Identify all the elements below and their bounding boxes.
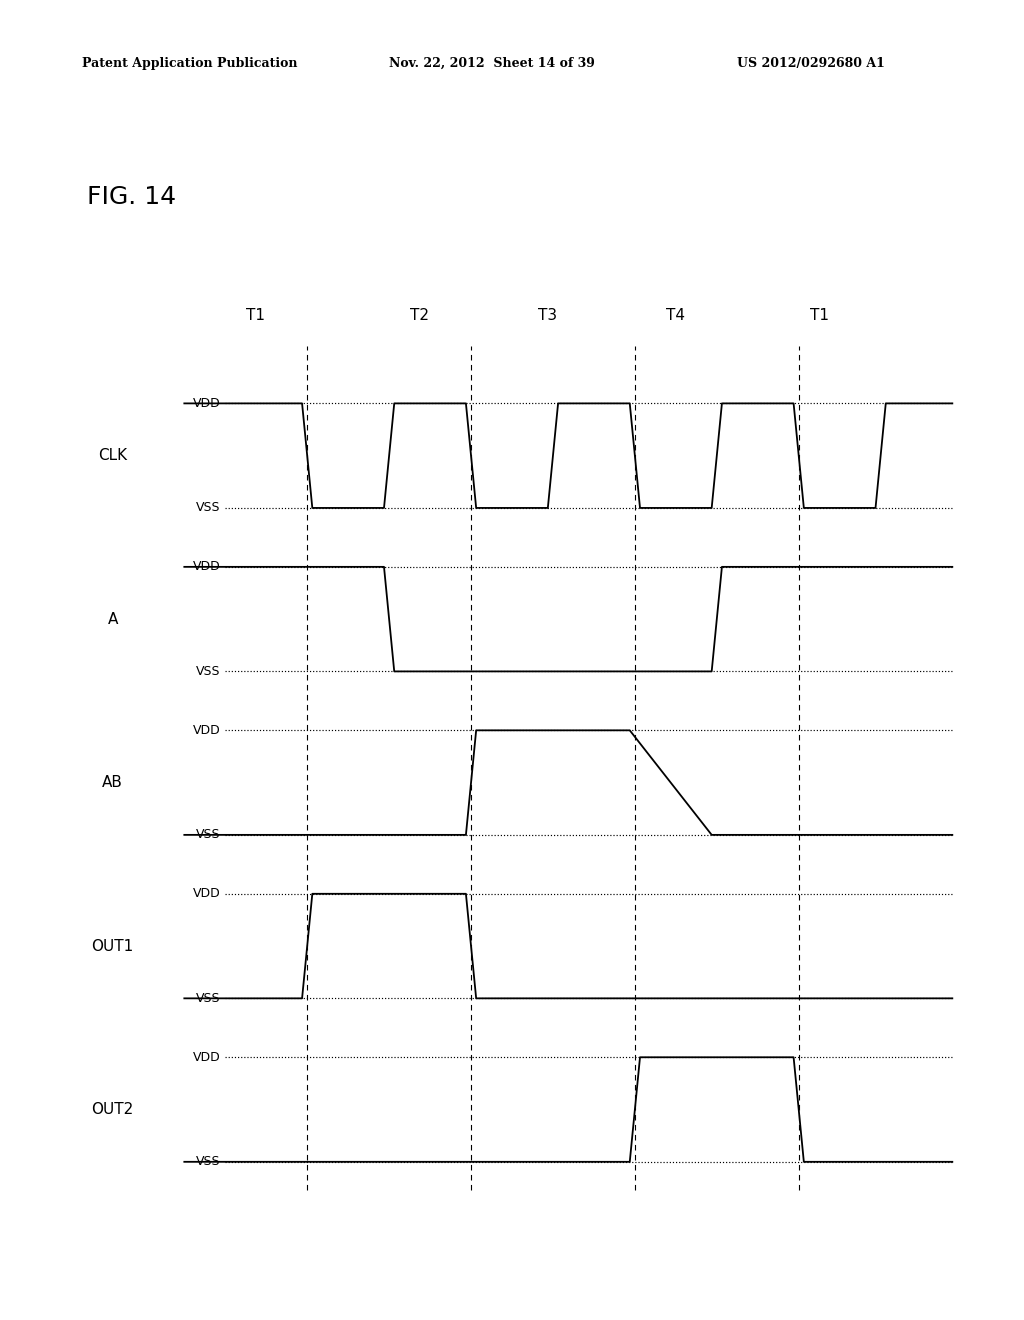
Text: VSS: VSS bbox=[196, 1155, 220, 1168]
Text: Patent Application Publication: Patent Application Publication bbox=[82, 57, 297, 70]
Text: T1: T1 bbox=[810, 308, 828, 322]
Text: Nov. 22, 2012  Sheet 14 of 39: Nov. 22, 2012 Sheet 14 of 39 bbox=[389, 57, 595, 70]
Text: VDD: VDD bbox=[193, 1051, 220, 1064]
Text: A: A bbox=[108, 611, 118, 627]
Text: VSS: VSS bbox=[196, 665, 220, 678]
Text: AB: AB bbox=[102, 775, 123, 791]
Text: OUT1: OUT1 bbox=[91, 939, 134, 953]
Text: US 2012/0292680 A1: US 2012/0292680 A1 bbox=[737, 57, 885, 70]
Text: VSS: VSS bbox=[196, 829, 220, 841]
Text: OUT2: OUT2 bbox=[91, 1102, 134, 1117]
Text: FIG. 14: FIG. 14 bbox=[87, 185, 176, 209]
Text: T3: T3 bbox=[539, 308, 557, 322]
Text: VDD: VDD bbox=[193, 887, 220, 900]
Text: VDD: VDD bbox=[193, 723, 220, 737]
Text: T1: T1 bbox=[247, 308, 265, 322]
Text: T4: T4 bbox=[667, 308, 685, 322]
Text: CLK: CLK bbox=[98, 449, 127, 463]
Text: VSS: VSS bbox=[196, 502, 220, 515]
Text: VDD: VDD bbox=[193, 561, 220, 573]
Text: VSS: VSS bbox=[196, 991, 220, 1005]
Text: VDD: VDD bbox=[193, 397, 220, 411]
Text: T2: T2 bbox=[411, 308, 429, 322]
